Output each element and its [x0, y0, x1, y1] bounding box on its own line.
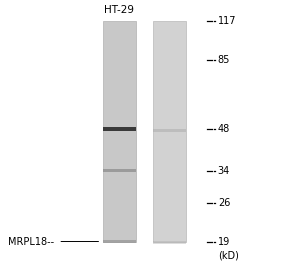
Bar [103, 240, 136, 243]
Text: 117: 117 [218, 16, 236, 26]
Text: 85: 85 [218, 55, 230, 65]
Text: MRPL18--: MRPL18-- [8, 237, 54, 247]
Bar [153, 241, 186, 244]
Text: 19: 19 [218, 237, 230, 247]
Text: (kD): (kD) [218, 251, 239, 261]
Bar [103, 127, 136, 131]
Text: 48: 48 [218, 124, 230, 134]
Text: 26: 26 [218, 199, 230, 209]
Bar [153, 21, 186, 242]
Bar [103, 21, 136, 242]
Text: 34: 34 [218, 166, 230, 176]
Bar [153, 129, 186, 131]
Text: HT-29: HT-29 [104, 4, 134, 15]
Bar [103, 169, 136, 172]
